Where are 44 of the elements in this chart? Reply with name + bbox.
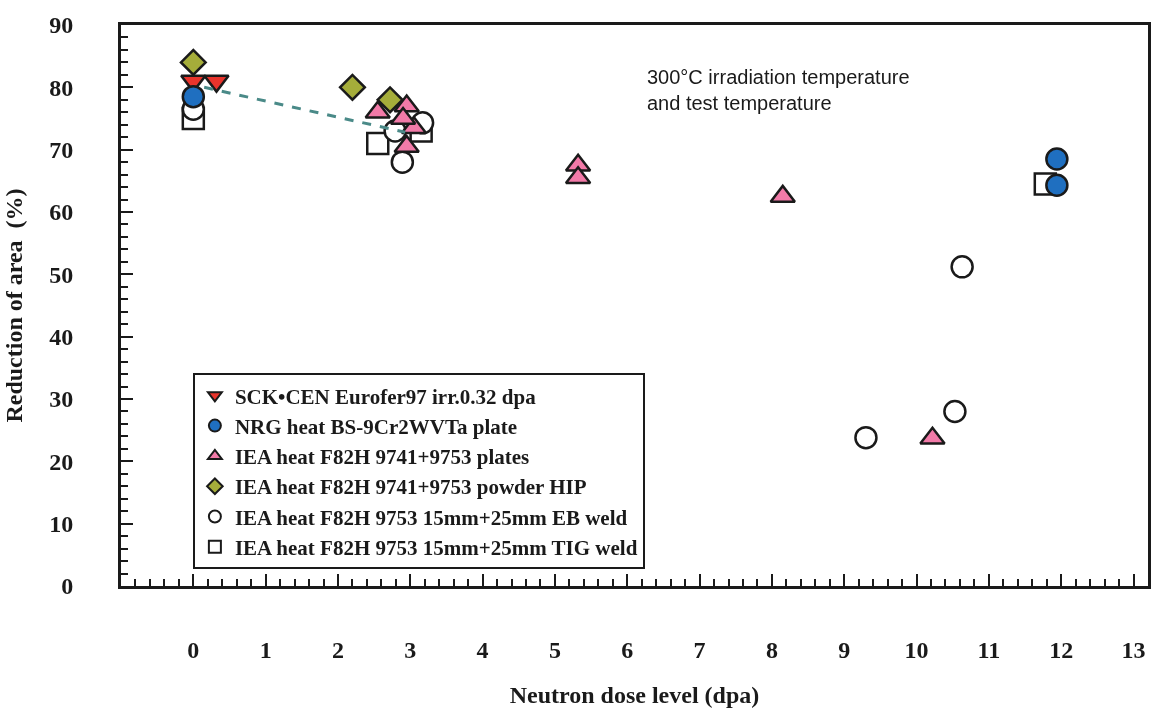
legend-label: IEA heat F82H 9741+9753 powder HIP: [234, 475, 587, 500]
x-axis-title: Neutron dose level (dpa): [509, 682, 760, 709]
point: [1045, 147, 1069, 171]
x-tick-label: 3: [404, 636, 417, 663]
y-tick-label: 60: [49, 199, 74, 226]
point: [376, 86, 404, 114]
x-tick-label: 9: [838, 636, 851, 663]
point: [1045, 173, 1069, 197]
legend-label: IEA heat F82H 9753 15mm+25mm EB weld: [234, 505, 628, 530]
annotation: 300°C irradiation temperature and test temperature: [647, 66, 910, 114]
point: [181, 84, 206, 109]
x-tick-label: 4: [476, 636, 489, 663]
point: [338, 73, 367, 101]
y-tick-label: 10: [49, 511, 74, 538]
y-tick-label: 30: [49, 386, 74, 413]
y-tick-label: 0: [61, 573, 74, 600]
point: [854, 425, 878, 450]
x-tick-label: 10: [904, 636, 929, 663]
y-tick-label: 80: [49, 74, 74, 101]
y-tick-label: 40: [49, 324, 74, 351]
x-tick-label: 13: [1121, 636, 1146, 663]
x-tick-label: 8: [765, 636, 778, 663]
y-tick-label: 20: [49, 448, 74, 475]
y-tick-label: 50: [49, 261, 74, 288]
y-tick-label: 70: [49, 137, 74, 164]
point: [943, 399, 967, 424]
legend-label: SCK•CEN Eurofer97 irr.0.32 dpa: [234, 384, 537, 409]
x-tick-label: 0: [187, 636, 200, 663]
x-tick-label: 5: [548, 636, 561, 663]
point: [950, 255, 974, 279]
x-tick-label: 2: [331, 636, 344, 663]
x-tick-label: 12: [1049, 636, 1074, 663]
x-tick-label: 11: [977, 636, 1001, 663]
legend-label: IEA heat F82H 9741+9753 plates: [234, 445, 530, 470]
x-tick-label: 1: [259, 636, 272, 663]
y-tick-label: 90: [49, 12, 74, 39]
y-axis-title: Reduction of area (%): [1, 188, 28, 423]
x-tick-label: 6: [621, 636, 634, 663]
legend-label: IEA heat F82H 9753 15mm+25mm TIG weld: [234, 536, 638, 561]
legend-label: NRG heat BS-9Cr2WVTa plate: [234, 414, 518, 439]
x-tick-label: 7: [693, 636, 706, 663]
point: [366, 131, 390, 156]
point: [179, 48, 207, 76]
point: [390, 150, 415, 174]
